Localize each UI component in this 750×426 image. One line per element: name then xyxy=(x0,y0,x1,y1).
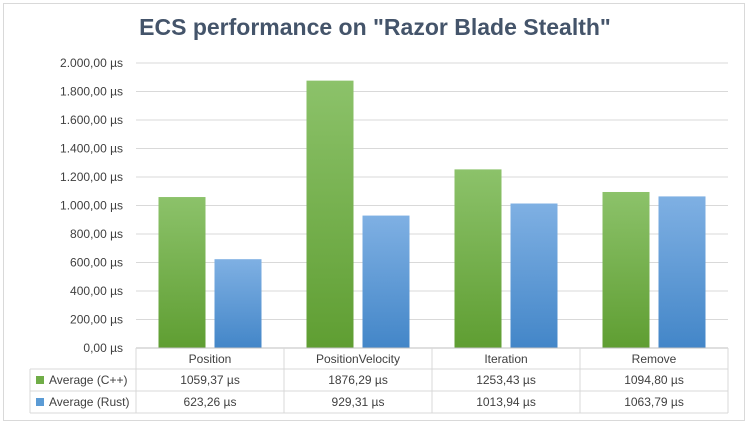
bar-cpp xyxy=(454,169,502,348)
category-label: Remove xyxy=(632,352,677,366)
data-label: 929,31 µs xyxy=(332,395,385,409)
bar-cpp xyxy=(602,191,650,348)
bar-cpp xyxy=(158,197,206,348)
y-tick-label: 600,00 µs xyxy=(70,256,123,270)
category-label: PositionVelocity xyxy=(316,352,400,366)
legend-label: Average (C++) xyxy=(49,373,128,387)
data-label: 1876,29 µs xyxy=(328,373,388,387)
y-tick-label: 1.200,00 µs xyxy=(60,170,123,184)
y-tick-label: 1.000,00 µs xyxy=(60,199,123,213)
legend-swatch xyxy=(36,376,44,384)
y-tick-label: 800,00 µs xyxy=(70,227,123,241)
data-label: 1094,80 µs xyxy=(624,373,684,387)
bar-rust xyxy=(214,259,262,348)
bar-rust xyxy=(510,203,558,348)
y-tick-label: 2.000,00 µs xyxy=(60,56,123,70)
legend-label: Average (Rust) xyxy=(49,395,129,409)
y-tick-label: 400,00 µs xyxy=(70,284,123,298)
bar-rust xyxy=(658,196,706,348)
legend-swatch xyxy=(36,398,44,406)
y-tick-label: 1.800,00 µs xyxy=(60,85,123,99)
chart-title: ECS performance on "Razor Blade Stealth" xyxy=(139,14,611,40)
data-label: 1059,37 µs xyxy=(180,373,240,387)
data-label: 1063,79 µs xyxy=(624,395,684,409)
y-tick-label: 1.600,00 µs xyxy=(60,113,123,127)
bar-rust xyxy=(362,215,410,348)
y-tick-label: 200,00 µs xyxy=(70,313,123,327)
category-label: Iteration xyxy=(484,352,527,366)
category-label: Position xyxy=(189,352,232,366)
y-tick-label: 0,00 µs xyxy=(83,341,123,355)
y-tick-label: 1.400,00 µs xyxy=(60,142,123,156)
data-label: 623,26 µs xyxy=(184,395,237,409)
bar-cpp xyxy=(306,80,354,349)
data-label: 1013,94 µs xyxy=(476,395,536,409)
data-label: 1253,43 µs xyxy=(476,373,536,387)
